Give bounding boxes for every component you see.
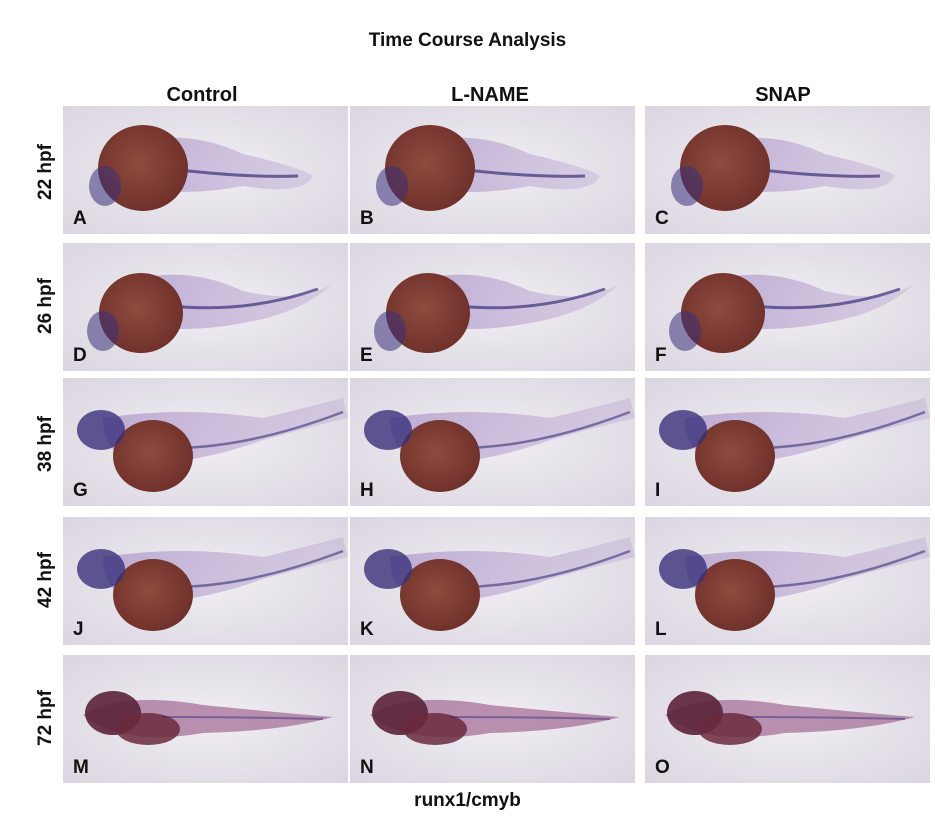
embryo-image — [350, 243, 635, 371]
panel-letter: O — [655, 757, 670, 778]
panel-m: M — [63, 655, 348, 783]
panel-e: E — [350, 243, 635, 371]
panel-f: F — [645, 243, 930, 371]
embryo-image — [645, 655, 930, 783]
panel-d: D — [63, 243, 348, 371]
panel-k: K — [350, 517, 635, 645]
figure-footer-label: runx1/cmyb — [414, 790, 521, 811]
panel-letter: E — [360, 345, 373, 366]
embryo-image — [350, 517, 635, 645]
embryo-image — [350, 378, 635, 506]
embryo-image — [63, 517, 348, 645]
panel-g: G — [63, 378, 348, 506]
panel-letter: L — [655, 619, 667, 640]
embryo-image — [350, 106, 635, 234]
panel-h: H — [350, 378, 635, 506]
panel-letter: F — [655, 345, 667, 366]
embryo-image — [645, 378, 930, 506]
panel-l: L — [645, 517, 930, 645]
column-header-control: Control — [166, 84, 238, 106]
panel-letter: D — [73, 345, 87, 366]
column-header-snap: SNAP — [755, 84, 811, 106]
embryo-image — [63, 243, 348, 371]
panel-i: I — [645, 378, 930, 506]
panel-letter: C — [655, 208, 669, 229]
panel-c: C — [645, 106, 930, 234]
panel-n: N — [350, 655, 635, 783]
panel-j: J — [63, 517, 348, 645]
embryo-image — [645, 517, 930, 645]
embryo-image — [63, 655, 348, 783]
embryo-image — [63, 106, 348, 234]
panel-letter: G — [73, 480, 88, 501]
panel-letter: H — [360, 480, 374, 501]
panel-letter: I — [655, 480, 661, 501]
embryo-image — [645, 243, 930, 371]
panel-a: A — [63, 106, 348, 234]
panel-letter: M — [73, 757, 89, 778]
panel-letter: K — [360, 619, 374, 640]
embryo-image — [350, 655, 635, 783]
panel-letter: N — [360, 757, 374, 778]
panel-letter: A — [73, 208, 87, 229]
panel-o: O — [645, 655, 930, 783]
panel-letter: J — [73, 619, 84, 640]
embryo-image — [63, 378, 348, 506]
panel-letter: B — [360, 208, 374, 229]
figure-title: Time Course Analysis — [368, 30, 567, 51]
column-header-l-name: L-NAME — [451, 84, 529, 106]
panel-b: B — [350, 106, 635, 234]
embryo-image — [645, 106, 930, 234]
